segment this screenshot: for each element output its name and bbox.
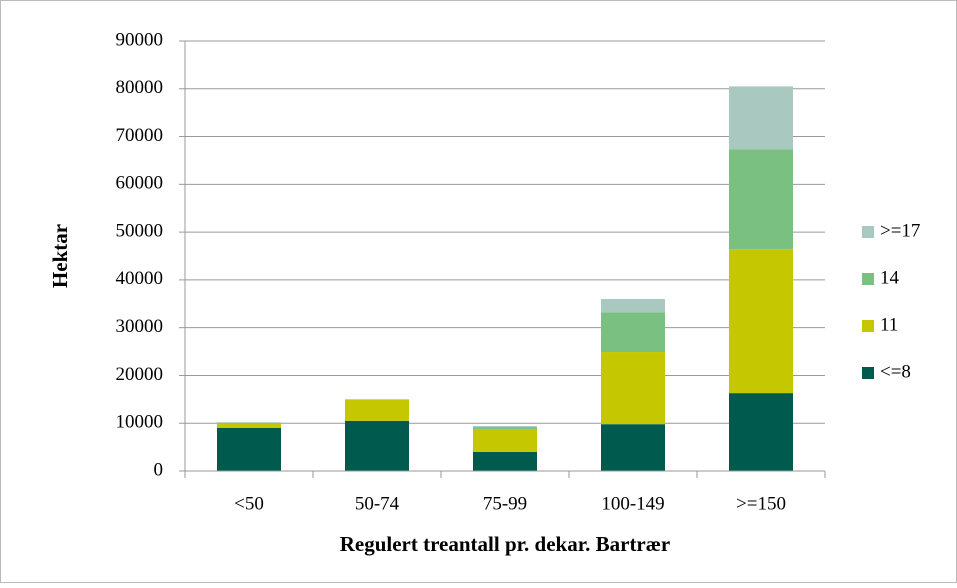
legend-label: 14	[880, 267, 900, 288]
bar-segment	[601, 424, 665, 471]
bar-segment	[345, 421, 409, 471]
bar-segment	[217, 428, 281, 471]
y-tick-label: 90000	[116, 29, 164, 50]
bar-segment	[473, 426, 537, 427]
y-tick-label: 20000	[116, 364, 164, 385]
y-tick-label: 50000	[116, 220, 164, 241]
legend-label: 11	[880, 314, 898, 335]
bar-segment	[217, 423, 281, 424]
y-axis-label: Hektar	[48, 224, 72, 288]
x-axis-label: Regulert treantall pr. dekar. Bartrær	[340, 532, 671, 556]
bar-segment	[473, 452, 537, 471]
bar-segment	[601, 299, 665, 312]
legend-swatch	[862, 226, 874, 238]
y-tick-label: 80000	[116, 77, 164, 98]
legend-swatch	[862, 273, 874, 285]
y-tick-label: 40000	[116, 268, 164, 289]
legend-swatch	[862, 367, 874, 379]
bar-segment	[729, 86, 793, 149]
x-tick-label: 75-99	[483, 493, 527, 514]
bar-segment	[729, 149, 793, 249]
bar-segment	[217, 424, 281, 428]
bar-segment	[729, 393, 793, 471]
legend-label: <=8	[880, 361, 911, 382]
bar-segment	[473, 427, 537, 429]
x-tick-label: 50-74	[355, 493, 400, 514]
bar-segment	[601, 312, 665, 352]
bar-segment	[473, 429, 537, 452]
y-tick-label: 0	[154, 459, 164, 480]
y-tick-label: 70000	[116, 125, 164, 146]
bar-segment	[345, 399, 409, 421]
x-tick-label: <50	[234, 493, 264, 514]
y-tick-label: 30000	[116, 316, 164, 337]
bar-segment	[729, 249, 793, 393]
bar-segment	[601, 352, 665, 424]
y-tick-label: 10000	[116, 412, 164, 433]
legend-label: >=17	[880, 220, 920, 241]
x-tick-label: 100-149	[601, 493, 664, 514]
legend-swatch	[862, 320, 874, 332]
x-tick-label: >=150	[736, 493, 786, 514]
y-tick-label: 60000	[116, 173, 164, 194]
